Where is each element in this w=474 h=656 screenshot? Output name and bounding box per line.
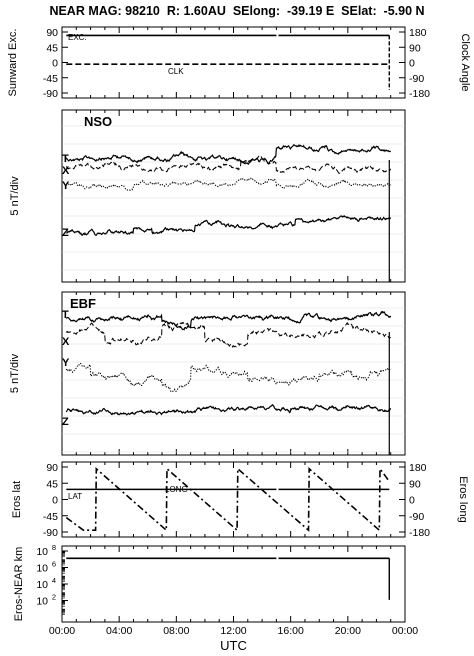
x-tick-label: 20:00 bbox=[335, 625, 361, 637]
ebf-z-label: Z bbox=[62, 416, 69, 428]
nso-z-label: Z bbox=[62, 227, 69, 239]
eros-lat-ylabel: Eros lat bbox=[11, 481, 23, 518]
eros-long-y-tick-label: 90 bbox=[409, 478, 421, 490]
nso-frame bbox=[61, 109, 406, 283]
nso-t-trace bbox=[65, 143, 392, 165]
clock-y-tick-label: -90 bbox=[409, 73, 424, 85]
distance-ylabel: Eros-NEAR km bbox=[13, 547, 25, 622]
distance-y-tick-exponent: 4 bbox=[52, 576, 56, 585]
lat-series-label: LAT bbox=[68, 492, 82, 501]
sunward-y-tick-label: 0 bbox=[52, 58, 58, 70]
ebf-y-label: Y bbox=[62, 357, 70, 369]
x-tick-label: 08:00 bbox=[163, 625, 189, 637]
long-series-label: LONG bbox=[165, 485, 188, 494]
ebf-x-trace bbox=[65, 321, 391, 348]
sunward-y-tick-label: 45 bbox=[46, 42, 58, 54]
nso-x-trace bbox=[65, 155, 392, 174]
eros-long-y-tick-label: 180 bbox=[409, 462, 427, 474]
sunward-y-tick-label: 90 bbox=[46, 27, 58, 39]
long-line bbox=[65, 466, 390, 532]
clock-y-tick-label: 0 bbox=[409, 58, 415, 70]
sunward-y-tick-label: -45 bbox=[43, 73, 58, 85]
clock-y-tick-label: -180 bbox=[409, 88, 430, 100]
distance-y-tick-exponent: 2 bbox=[52, 593, 56, 602]
ebf-z-trace bbox=[65, 403, 392, 416]
nso-t-label: T bbox=[62, 153, 69, 165]
distance-y-tick-exponent: 6 bbox=[52, 560, 56, 569]
eros-long-y-tick-label: -180 bbox=[409, 527, 430, 539]
x-tick-label: 00:00 bbox=[49, 625, 75, 637]
sunward-y-tick-label: -90 bbox=[43, 88, 58, 100]
distance-y-tick-label: 10 bbox=[36, 563, 48, 575]
ebf-t-label: T bbox=[62, 309, 69, 321]
nso-title: NSO bbox=[84, 114, 112, 129]
distance-y-tick-label: 10 bbox=[36, 546, 48, 558]
ebf-ylabel: 5 nT/div bbox=[9, 353, 21, 393]
nso-y-trace bbox=[65, 177, 392, 192]
eros-frame bbox=[61, 461, 406, 538]
ebf-t-trace bbox=[65, 310, 392, 331]
nso-x-label: X bbox=[62, 165, 70, 177]
eros-long-ylabel: Eros long bbox=[457, 476, 469, 522]
exc-series-label: EXC. bbox=[68, 33, 87, 42]
clock-angle-ylabel: Clock Angle bbox=[459, 33, 471, 91]
distance-y-tick-label: 10 bbox=[36, 579, 48, 591]
x-tick-label: 00:00 bbox=[392, 625, 418, 637]
eros-lat-y-tick-label: -45 bbox=[43, 511, 58, 523]
eros-lat-y-tick-label: -90 bbox=[43, 527, 58, 539]
dist-frame bbox=[61, 545, 406, 623]
ebf-y-trace bbox=[65, 362, 392, 393]
ebf-title: EBF bbox=[70, 296, 96, 311]
eros-lat-y-tick-label: 0 bbox=[52, 495, 58, 507]
nso-z-trace bbox=[66, 215, 392, 236]
x-tick-label: 12:00 bbox=[220, 625, 246, 637]
sunward-ylabel: Sunward Exc. bbox=[7, 29, 19, 97]
eros-lat-y-tick-label: 90 bbox=[46, 462, 58, 474]
distance-y-tick-exponent: 8 bbox=[52, 543, 56, 552]
eros-lat-y-tick-label: 45 bbox=[46, 478, 58, 490]
x-tick-label: 04:00 bbox=[106, 625, 132, 637]
distance-y-tick-label: 10 bbox=[36, 596, 48, 608]
nso-ylabel: 5 nT/div bbox=[9, 176, 21, 216]
plot-title: NEAR MAG: 98210 R: 1.60AU SElong: -39.19… bbox=[49, 4, 425, 18]
clock-y-tick-label: 90 bbox=[409, 42, 421, 54]
sunward-frame bbox=[61, 26, 406, 99]
nso-y-label: Y bbox=[62, 180, 70, 192]
x-axis-label: UTC bbox=[220, 638, 247, 653]
x-tick-label: 16:00 bbox=[278, 625, 304, 637]
clock-y-tick-label: 180 bbox=[409, 27, 427, 39]
clk-series-label: CLK bbox=[168, 67, 184, 76]
eros-long-y-tick-label: 0 bbox=[409, 495, 415, 507]
ebf-x-label: X bbox=[62, 336, 70, 348]
eros-long-y-tick-label: -90 bbox=[409, 511, 424, 523]
